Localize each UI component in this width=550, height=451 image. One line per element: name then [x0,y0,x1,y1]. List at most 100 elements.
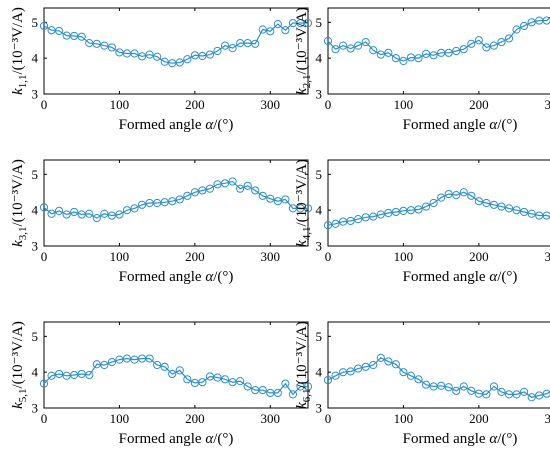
x-tick-label: 300 [545,97,550,112]
x-axis-label: Formed angle α/(°) [119,269,234,285]
data-point [228,177,237,186]
x-axis-label-variable: α [205,269,214,285]
y-axis-label-unit: /(10⁻³V/A) [294,7,310,74]
data-point [77,32,86,41]
subplot-2: 0 100 200 300 3 4 5 Formed angle α/(°) k2,1/(10⁻… [294,7,550,133]
data-point [160,57,169,66]
data-point [198,186,207,195]
data-point [243,181,252,190]
data-point [266,27,275,36]
series-line [43,357,308,396]
x-axis-label: Formed angle α/(°) [403,117,518,133]
y-tick-label: 5 [316,167,323,182]
data-point [497,37,506,47]
data-point [346,216,355,226]
x-axis-label-unit: /(°) [497,269,517,285]
data-point [437,193,446,202]
data-point [205,184,215,193]
data-point [376,210,385,219]
data-point [85,370,94,380]
data-point [107,43,116,52]
data-point [62,210,71,219]
x-tick-label: 100 [394,249,414,264]
data-point [47,209,56,218]
x-tick-label: 300 [545,249,550,264]
data-point [251,39,260,48]
data-point [258,385,267,395]
y-axis-label-subscript: 5,1 [17,388,29,402]
data-point [236,377,245,386]
x-tick-label: 300 [261,411,281,426]
data-point [474,36,483,45]
series-line [43,22,308,64]
x-axis-label-prefix: Formed angle [403,269,490,285]
data-point [437,381,446,390]
data-point [130,204,139,213]
y-axis-label-symbol: k [10,88,26,95]
data-point [273,388,282,398]
data-point [489,41,499,50]
y-tick-label: 3 [32,401,39,416]
data-point [542,211,550,220]
data-point [175,195,184,204]
data-point [100,209,109,218]
x-tick-label: 0 [325,411,332,426]
data-point [399,368,408,377]
plot-frame [327,321,550,409]
data-point [100,41,109,50]
x-tick-label: 0 [325,249,332,264]
data-point [504,34,514,43]
data-point [376,50,385,59]
data-point [266,194,275,203]
data-point [391,54,400,63]
x-axis-label-unit: /(°) [213,431,233,447]
data-point [190,188,199,197]
y-tick-label: 4 [32,365,39,380]
data-point [489,200,499,209]
data-point [137,52,147,61]
y-axis-label-subscript: 6,1 [301,388,313,402]
data-point [421,380,431,389]
data-point [520,387,529,396]
data-point [175,58,184,67]
data-point [467,39,476,48]
plot-frame [327,7,550,95]
data-point [213,373,222,382]
x-tick-label: 200 [185,249,205,264]
data-point [459,45,468,54]
data-point [474,197,483,206]
series-line [327,16,550,62]
data-point [122,206,132,215]
y-axis-label-symbol: k [294,88,310,95]
x-tick-label: 100 [110,411,130,426]
data-point [70,207,79,217]
data-point [482,198,491,208]
data-point [220,375,230,384]
data-point [467,386,476,395]
data-point [153,52,162,61]
x-tick-label: 100 [394,411,414,426]
data-point [497,387,506,396]
data-point [107,358,116,367]
data-point [535,391,544,400]
data-point [421,202,431,211]
y-tick-label: 3 [316,401,323,416]
data-point [85,209,94,218]
data-point [331,371,340,380]
x-tick-label: 0 [41,249,48,264]
x-axis-label: Formed angle α/(°) [403,269,518,285]
y-axis-label-symbol: k [294,402,310,409]
y-axis-label-symbol: k [10,240,26,247]
data-point [444,48,453,57]
y-axis-label: k2,1/(10⁻³V/A) [294,7,313,95]
x-axis-label-prefix: Formed angle [403,117,490,133]
data-point [361,37,370,47]
data-point [384,48,393,57]
data-point [198,51,207,61]
data-point [346,44,355,53]
x-axis-label-variable: α [205,431,214,447]
data-point [100,360,109,370]
